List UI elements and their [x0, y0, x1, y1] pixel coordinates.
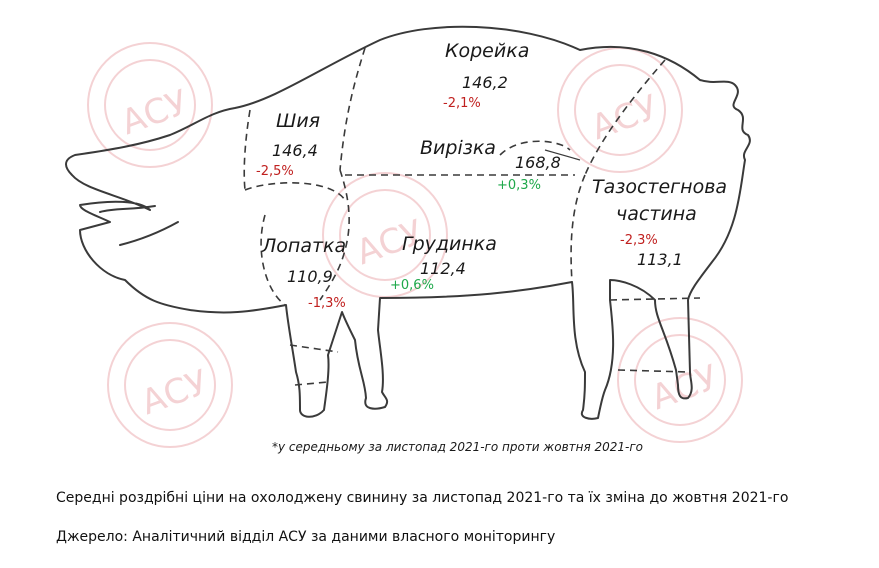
- cut-price-shyia: 146,4: [272, 141, 318, 160]
- figure-caption: Середні роздрібні ціни на охолоджену сви…: [56, 490, 789, 506]
- mouth-line: [99, 205, 156, 213]
- svg-text:АСУ: АСУ: [586, 87, 664, 148]
- cut-line: [260, 214, 286, 306]
- cut-line: [243, 109, 251, 191]
- footnote: *у середньому за листопад 2021-го проти …: [272, 440, 644, 454]
- cut-name-lopatka: Лопатка: [262, 235, 347, 257]
- cut-line: [294, 381, 329, 386]
- pointer-line: [544, 149, 581, 161]
- cut-line: [499, 140, 571, 156]
- cut-change-koreika: -2,1%: [443, 96, 481, 111]
- cut-name-tazostegnova: Тазостегнова: [592, 176, 728, 198]
- cut-change-vyrizka: +0,3%: [497, 178, 541, 193]
- watermark-logo: АСУ: [557, 47, 683, 173]
- cut-name-grudynka: Грудинка: [402, 233, 497, 255]
- cut-price-tazostegnova: 113,1: [637, 250, 683, 269]
- cut-line: [244, 182, 346, 201]
- cut-line: [570, 174, 586, 283]
- pork-cuts-diagram: АСУ АСУ АСУ АСУ АСУ: [65, 25, 751, 454]
- cut-change-tazostegnova: -2,3%: [620, 233, 658, 248]
- cut-line: [289, 344, 339, 353]
- watermark-layer: АСУ АСУ АСУ АСУ АСУ: [65, 25, 751, 448]
- source-note: Джерело: Аналітичний відділ АСУ за даним…: [56, 529, 556, 545]
- cut-change-grudynka: +0,6%: [390, 278, 434, 293]
- cut-name-vyrizka: Вирізка: [420, 137, 496, 159]
- cut-price-koreika: 146,2: [462, 73, 508, 92]
- svg-text:АСУ: АСУ: [136, 362, 214, 423]
- cut-price-grudynka: 112,4: [420, 259, 466, 278]
- cut-line: [339, 47, 366, 171]
- cut-change-lopatka: -1,3%: [308, 296, 346, 311]
- cut-price-lopatka: 110,9: [287, 267, 333, 286]
- cut-line: [609, 297, 701, 301]
- watermark-logo: АСУ: [87, 42, 213, 168]
- cut-name-shyia: Шия: [276, 110, 321, 132]
- pig-outline: [65, 25, 751, 420]
- jaw-line: [119, 221, 179, 246]
- svg-text:АСУ: АСУ: [116, 82, 194, 143]
- cut-name-koreika: Корейка: [445, 40, 530, 62]
- svg-text:АСУ: АСУ: [646, 357, 724, 418]
- watermark-logo: АСУ: [617, 317, 743, 443]
- cut-name-tazostegnova-line2: частина: [616, 203, 697, 225]
- cut-change-shyia: -2,5%: [256, 164, 294, 179]
- cut-line: [584, 59, 666, 176]
- cut-price-vyrizka: 168,8: [515, 153, 561, 172]
- watermark-logo: АСУ: [107, 322, 233, 448]
